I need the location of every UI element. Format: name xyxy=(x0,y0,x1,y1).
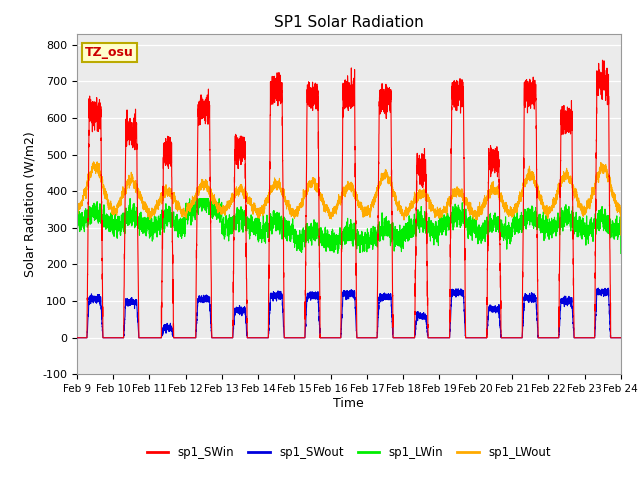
X-axis label: Time: Time xyxy=(333,397,364,410)
Text: TZ_osu: TZ_osu xyxy=(85,46,134,59)
Title: SP1 Solar Radiation: SP1 Solar Radiation xyxy=(274,15,424,30)
Y-axis label: Solar Radiation (W/m2): Solar Radiation (W/m2) xyxy=(24,131,36,277)
Legend: sp1_SWin, sp1_SWout, sp1_LWin, sp1_LWout: sp1_SWin, sp1_SWout, sp1_LWin, sp1_LWout xyxy=(142,442,556,464)
